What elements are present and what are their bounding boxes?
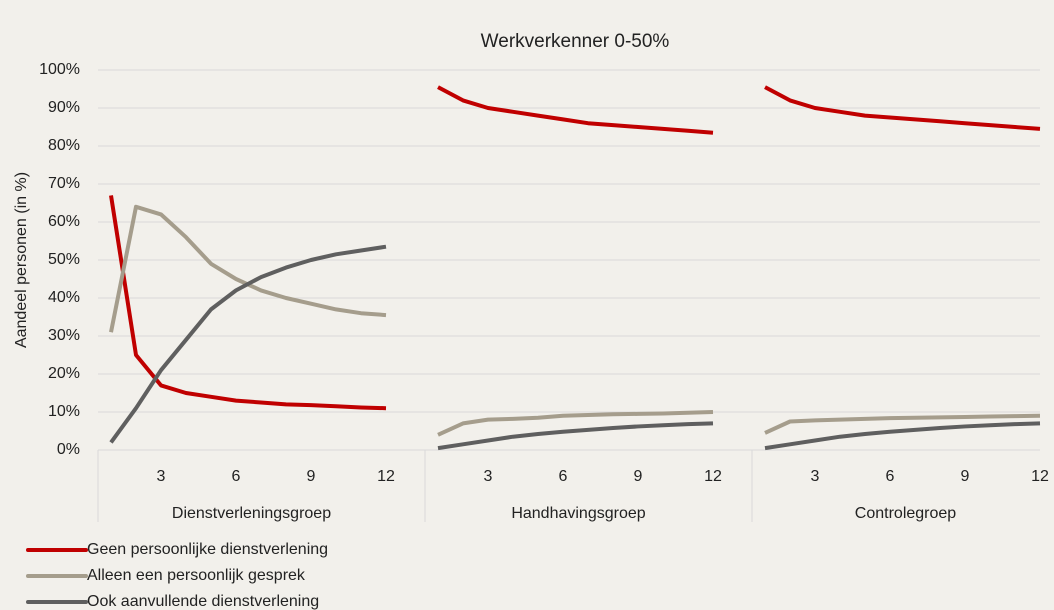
- series-line: [109, 195, 387, 411]
- group-label: Dienstverleningsgroep: [172, 505, 331, 522]
- y-tick-label: 40%: [48, 289, 80, 306]
- x-tick-label: 12: [377, 468, 395, 485]
- x-tick-label: 12: [704, 468, 722, 485]
- y-tick-label: 20%: [48, 365, 80, 382]
- x-tick-label: 9: [634, 468, 643, 485]
- series-line: [437, 410, 714, 437]
- x-tick-label: 3: [811, 468, 820, 485]
- y-tick-label: 10%: [48, 403, 80, 420]
- x-tick-label: 3: [157, 468, 166, 485]
- y-tick-label: 70%: [48, 175, 80, 192]
- x-tick-label: 6: [559, 468, 568, 485]
- legend-label: Ook aanvullende dienstverlening: [87, 593, 319, 610]
- y-tick-label: 100%: [39, 61, 80, 78]
- series-line: [437, 85, 714, 135]
- y-tick-label: 60%: [48, 213, 80, 230]
- group-label: Handhavingsgroep: [511, 505, 645, 522]
- y-tick-label: 0%: [57, 441, 80, 458]
- series-line: [764, 421, 1041, 451]
- x-tick-label: 12: [1031, 468, 1049, 485]
- x-tick-label: 6: [886, 468, 895, 485]
- series-line: [764, 85, 1041, 131]
- chart-title: Werkverkenner 0-50%: [481, 31, 670, 52]
- x-tick-label: 9: [961, 468, 970, 485]
- group-label: Controlegroep: [855, 505, 957, 522]
- y-tick-label: 90%: [48, 99, 80, 116]
- legend-label: Geen persoonlijke dienstverlening: [87, 541, 328, 558]
- series-line: [437, 421, 714, 451]
- y-tick-label: 80%: [48, 137, 80, 154]
- legend-label: Alleen een persoonlijk gesprek: [87, 567, 306, 584]
- x-tick-label: 3: [484, 468, 493, 485]
- series-line: [109, 244, 387, 444]
- y-tick-label: 50%: [48, 251, 80, 268]
- y-tick-label: 30%: [48, 327, 80, 344]
- x-tick-label: 6: [232, 468, 241, 485]
- y-axis-label: Aandeel personen (in %): [13, 172, 30, 348]
- x-tick-label: 9: [307, 468, 316, 485]
- series-line: [764, 413, 1041, 435]
